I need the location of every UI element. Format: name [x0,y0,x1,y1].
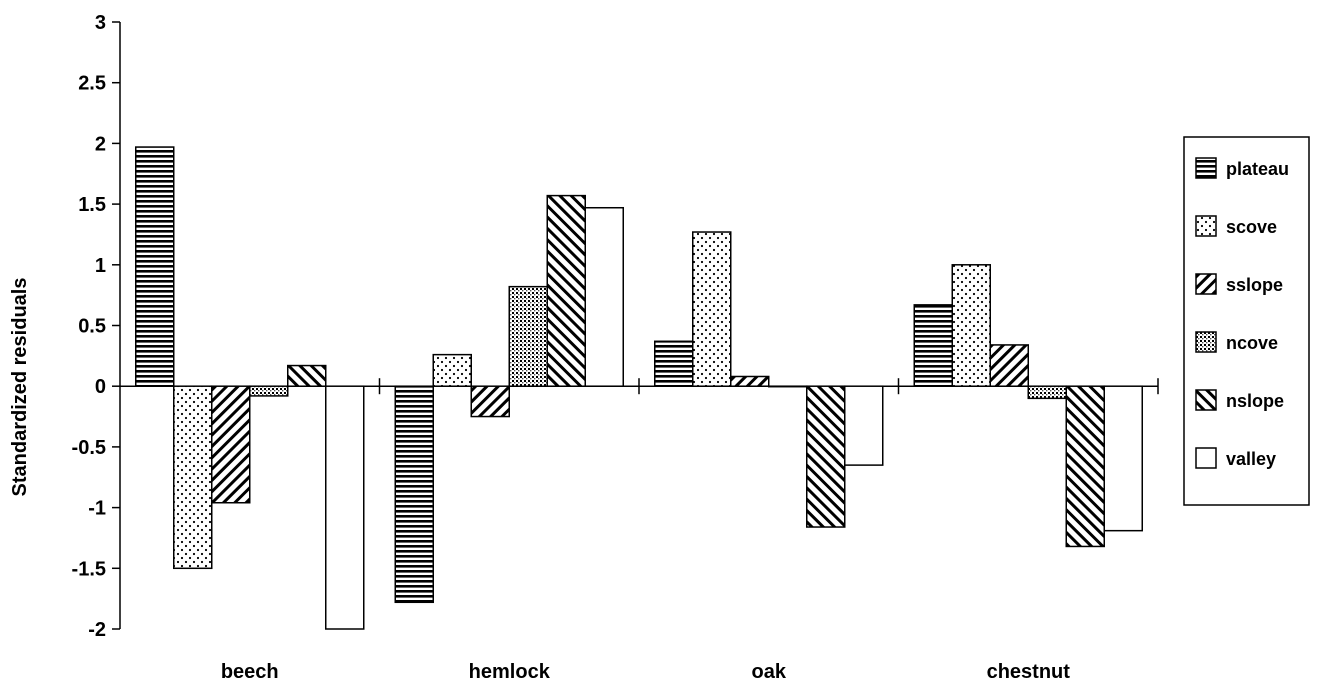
bar-valley-oak [844,385,884,466]
bar-scove-hemlock [432,353,472,387]
category-label-chestnut: chestnut [987,661,1071,683]
bar-valley-beech [325,385,365,630]
legend-label-sslope: sslope [1226,275,1283,295]
bar-plateau-beech [135,146,175,387]
y-tick-label: -1.5 [72,558,106,580]
bar-scove-beech [173,385,213,570]
y-tick-label: 0.5 [78,316,106,338]
y-tick-label: 3 [95,12,106,34]
y-tick-label: 2.5 [78,73,106,95]
bar-ncove-oak [768,385,808,388]
legend-swatch-valley [1195,447,1217,469]
bar-sslope-oak [730,375,770,387]
bar-nslope-beech [287,364,327,387]
bar-plateau-oak [654,340,694,387]
category-label-hemlock: hemlock [469,661,551,683]
legend-label-nslope: nslope [1226,391,1284,411]
legend-box [1183,136,1310,506]
legend-swatch-nslope [1195,389,1217,411]
legend-swatch-sslope [1195,273,1217,295]
bar-scove-chestnut [951,264,991,387]
bar-valley-hemlock [584,206,624,387]
y-tick-label: 0 [95,376,106,398]
bar-nslope-chestnut [1065,385,1105,548]
y-tick-label: -2 [88,619,106,641]
bars [135,146,1143,630]
bar-ncove-beech [249,385,289,397]
bar-scove-oak [692,231,732,387]
legend: plateau scove sslope ncove nslope valley [1183,136,1310,506]
legend-label-ncove: ncove [1226,333,1278,353]
bar-ncove-hemlock [508,285,548,387]
category-label-beech: beech [221,661,279,683]
bar-nslope-hemlock [546,194,586,387]
legend-label-plateau: plateau [1226,159,1289,179]
bar-valley-chestnut [1103,385,1143,532]
legend-label-valley: valley [1226,449,1276,469]
bar-plateau-chestnut [913,304,953,387]
y-axis: -2 -1.5 -1 -0.5 0 0.5 1 1.5 2 2.5 3 [72,12,121,641]
y-tick-label: -1 [88,498,106,520]
y-tick-label: 1 [95,255,106,277]
category-label-oak: oak [752,661,787,683]
bar-sslope-chestnut [989,344,1029,387]
bar-sslope-hemlock [470,385,510,418]
bar-plateau-hemlock [394,385,434,604]
legend-swatch-ncove [1195,331,1217,353]
legend-swatch-scove [1195,215,1217,237]
bar-sslope-beech [211,385,251,504]
y-axis-title: Standardized residuals [9,278,31,497]
category-labels: beech hemlock oak chestnut [221,661,1070,683]
legend-label-scove: scove [1226,217,1277,237]
bar-ncove-chestnut [1027,385,1067,400]
legend-swatch-plateau [1195,157,1217,179]
bar-nslope-oak [806,385,846,528]
y-tick-label: 2 [95,133,106,155]
y-tick-label: 1.5 [78,194,106,216]
y-tick-label: -0.5 [72,437,106,459]
